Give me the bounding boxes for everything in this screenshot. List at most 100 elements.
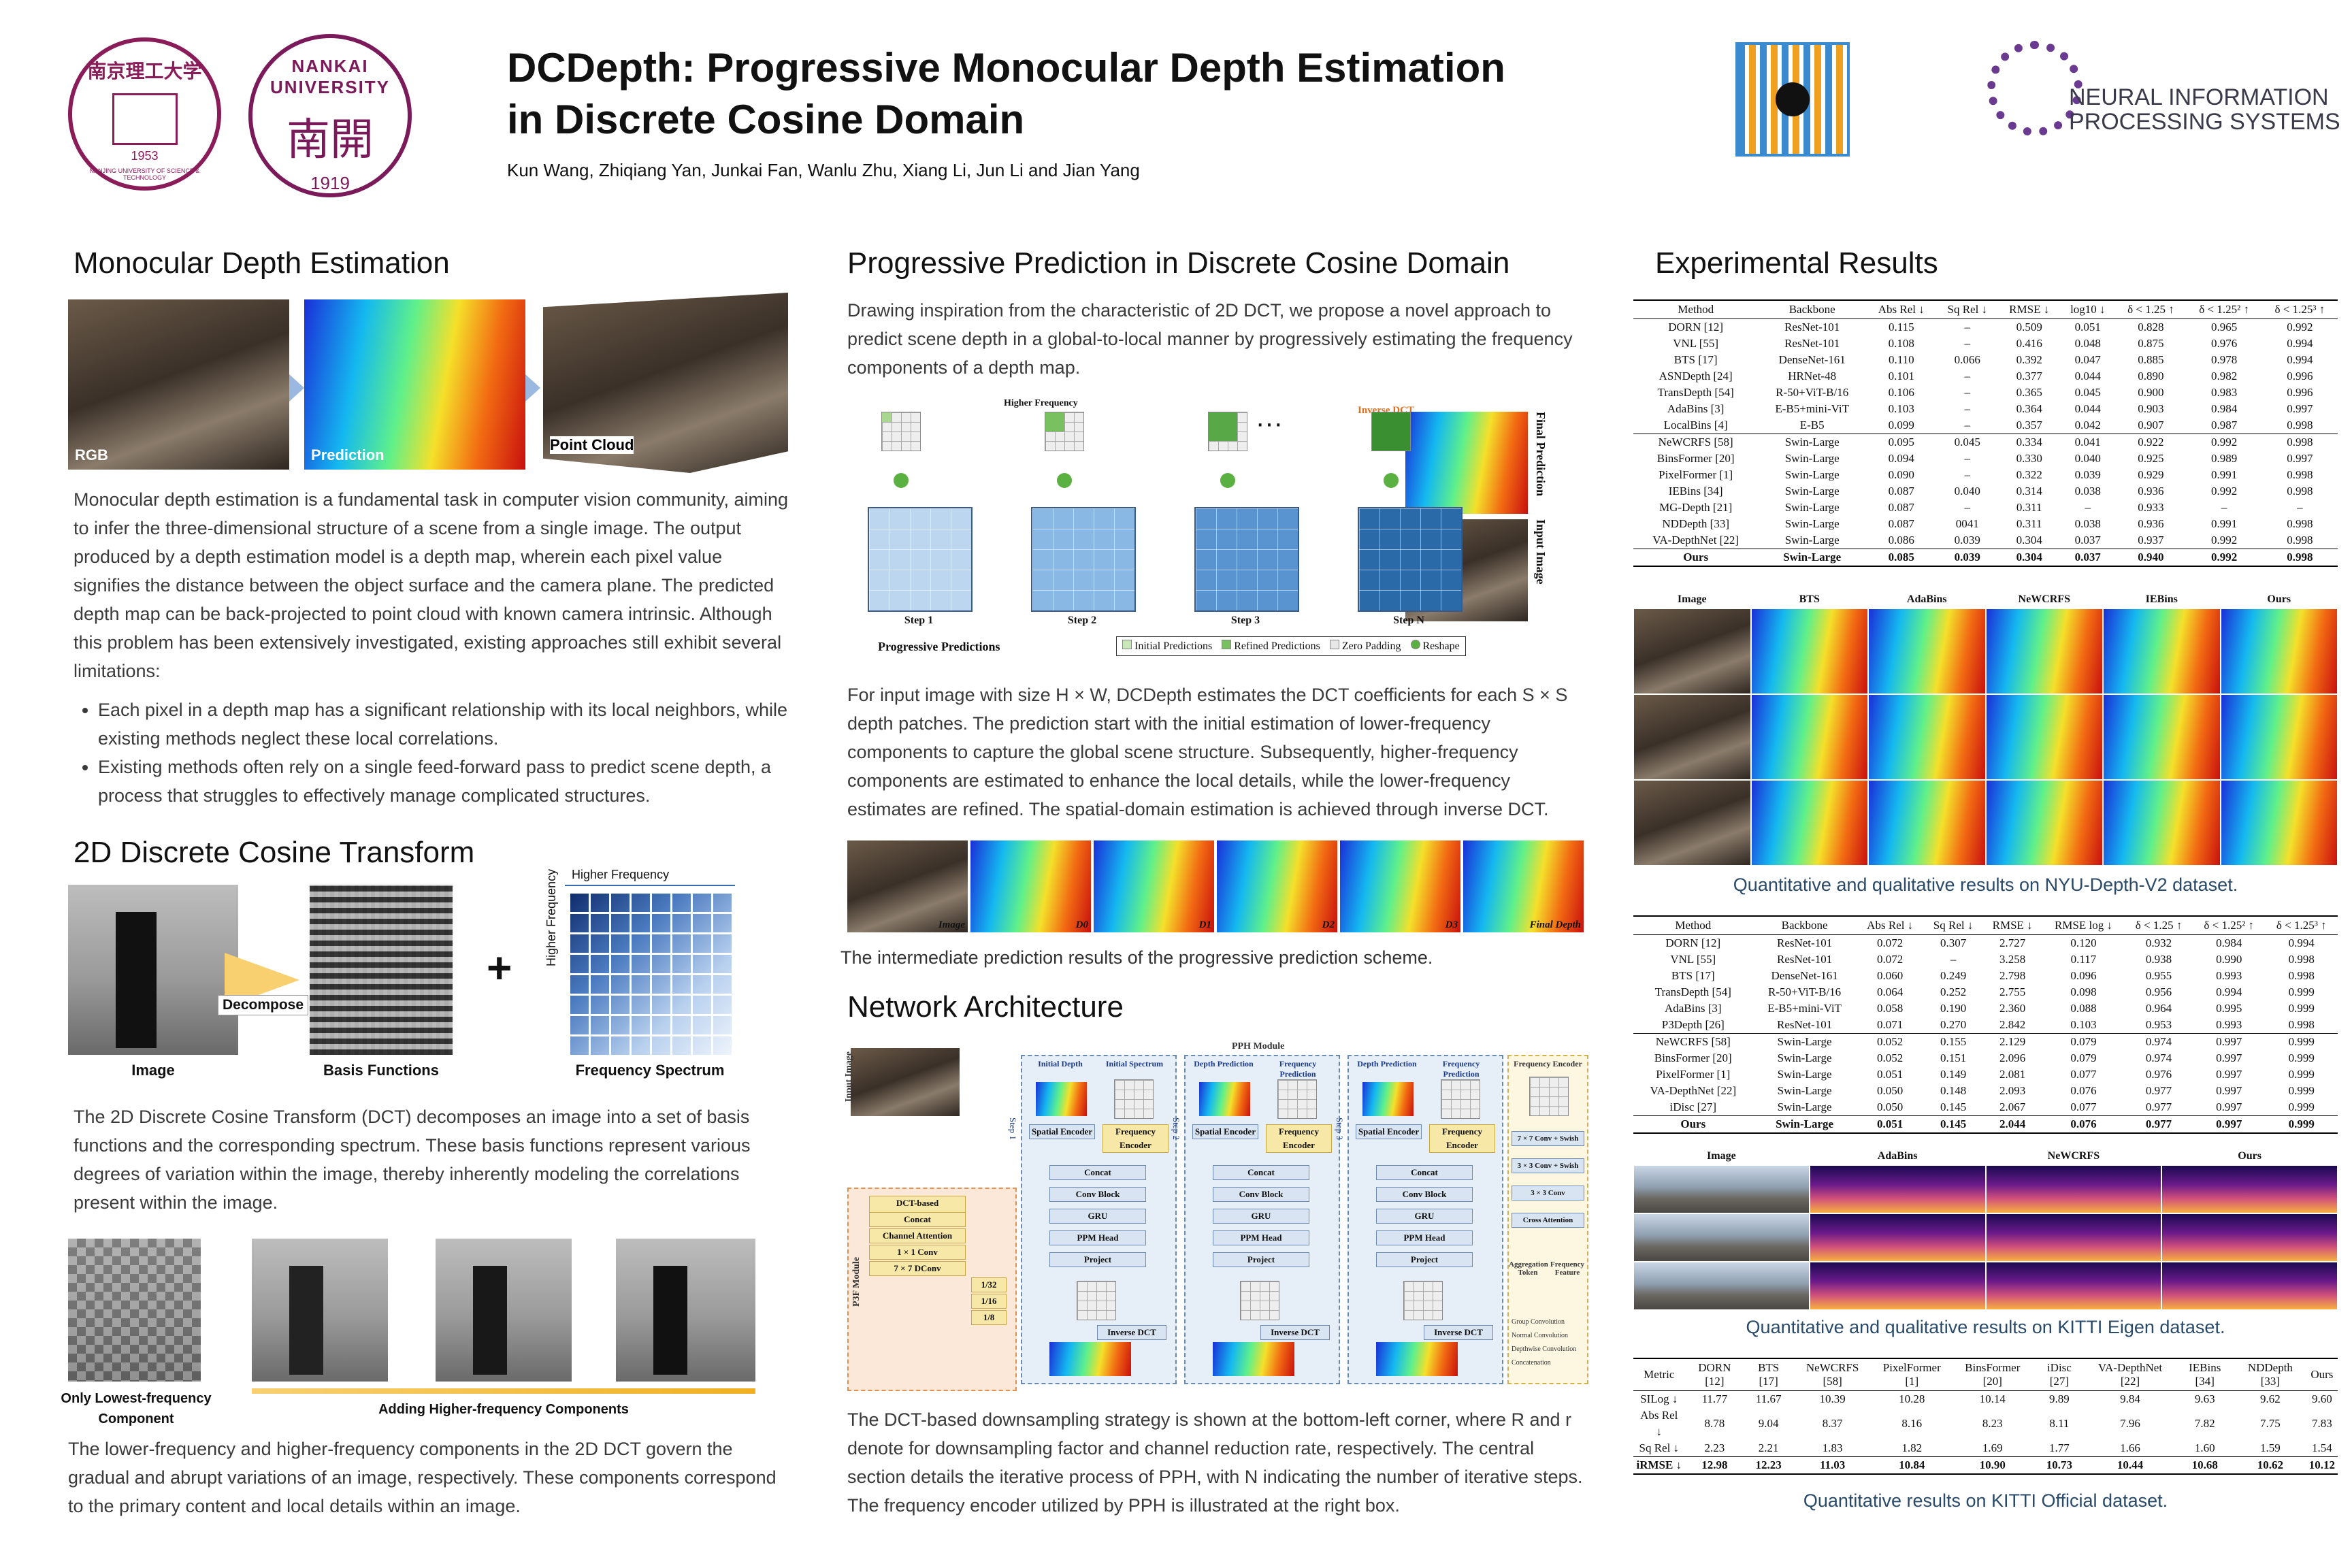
table-row: DORN [12] ResNet-101 0.072 0.307 2.727 0.120 0… — [1633, 935, 2338, 952]
table-cell: 0.334 — [1998, 434, 2061, 451]
logo-text: 1953 — [131, 149, 159, 163]
neurips-mark — [1987, 41, 2082, 136]
table-cell: ResNet-101 — [1784, 337, 1840, 350]
table-cell: 0.885 — [2138, 353, 2164, 366]
prediction-image: Prediction — [304, 299, 525, 470]
table-cell: 11.67 — [1755, 1392, 1782, 1405]
strip-image: D2 — [1217, 840, 1337, 932]
caption: Quantitative and qualitative results on … — [1746, 1317, 2225, 1337]
table-cell: IEBins [34] — [1668, 485, 1723, 497]
qualitative-image — [1986, 1214, 2161, 1261]
qualitative-image — [1986, 1166, 2161, 1213]
block: GRU — [1213, 1209, 1309, 1224]
table-cell: 0.999 — [2288, 1051, 2315, 1064]
block: Spatial Encoder — [1192, 1124, 1258, 1139]
logo-text: PROCESSING SYSTEMS — [2069, 109, 2340, 135]
table-row: LocalBins [4] E-B5 0.099 – 0.357 0.042 0.907 0.… — [1633, 417, 2338, 434]
table-cell: 0.998 — [2287, 517, 2313, 530]
table-cell: DORN [12] — [1668, 321, 1724, 333]
header-cell: δ < 1.25² ↑ — [2186, 299, 2262, 319]
nyu-table: Method Backbone Abs Rel ↓ Sq Rel ↓ RMSE ↓ log… — [1633, 299, 2338, 567]
figure-label: Concatenation — [1512, 1359, 1551, 1367]
table-cell: 0.964 — [2145, 1002, 2172, 1015]
table-cell: Swin-Large — [1784, 452, 1840, 465]
table-cell: – — [2221, 501, 2227, 514]
figure-label: RGB — [75, 446, 108, 463]
njust-logo: 南京理工大学 1953 NANJING UNIVERSITY OF SCIENC… — [68, 37, 221, 191]
strip-image: Final Depth — [1463, 840, 1584, 932]
spectrum-thumb — [1240, 1281, 1279, 1320]
table-cell: BinsFormer [20] — [1656, 452, 1735, 465]
block: Inverse DCT — [1260, 1325, 1330, 1340]
table-row: VA-DepthNet [22] Swin-Large 0.050 0.148 2.09… — [1633, 1083, 2338, 1099]
header-cell: Abs Rel ↓ — [1856, 915, 1924, 935]
table-cell: 10.44 — [2085, 1456, 2176, 1475]
spectrum-thumb — [1441, 1079, 1480, 1119]
depth-thumb — [1049, 1342, 1131, 1376]
figure-label: Step 3 — [1335, 1117, 1345, 1140]
figure-label: Basis Functions — [323, 1062, 439, 1079]
spectrum-thumb — [1114, 1079, 1154, 1119]
table-cell: DORN [12] — [1665, 936, 1721, 949]
table-cell: 0.999 — [2288, 985, 2315, 998]
table-cell: 10.12 — [2306, 1456, 2338, 1475]
table-cell: 0.094 — [1888, 452, 1914, 465]
qualitative-image — [1986, 781, 2102, 865]
table-cell: NeWCRFS [58] — [1633, 1033, 1753, 1050]
block: 7 × 7 Conv + Swish — [1512, 1131, 1584, 1146]
table-cell: Swin-Large — [1784, 517, 1840, 530]
progressive-figure: Higher Frequency ··· ··· Inverse DCT Fin… — [847, 398, 1552, 667]
header-cell: iDisc [27] — [2034, 1358, 2085, 1391]
table-cell: ResNet-101 — [1776, 1018, 1833, 1031]
table-cell: 0.050 — [1877, 1084, 1904, 1097]
table-cell: 0.103 — [1888, 402, 1914, 415]
figure-label: D1 — [1198, 919, 1211, 930]
table-cell: 10.90 — [1951, 1456, 2034, 1475]
header-cell: Sq Rel ↓ — [1923, 915, 1983, 935]
table-cell: VNL [55] — [1670, 953, 1716, 966]
figure-label: Higher Frequency — [572, 868, 670, 881]
table-cell: 0.058 — [1877, 1002, 1904, 1015]
table-row: BinsFormer [20] Swin-Large 0.094 – 0.330 0.04… — [1633, 451, 2338, 467]
table-cell: 2.129 — [1982, 1033, 2042, 1050]
header-cell: Backbone — [1752, 915, 1857, 935]
figure-label: PPH Module — [1232, 1041, 1285, 1051]
block: Project — [1376, 1252, 1473, 1267]
table-cell: 0.955 — [2145, 969, 2172, 982]
figure-label: Image — [131, 1062, 175, 1079]
figure-label: Higher Frequency — [544, 868, 558, 966]
table-cell: – — [1964, 452, 1971, 465]
table-cell: 0.991 — [2211, 468, 2238, 481]
spectrum-grid — [881, 412, 921, 451]
block: Project — [1049, 1252, 1146, 1267]
table-cell: 0.977 — [2145, 1084, 2172, 1097]
table-cell: R-50+ViT-B/16 — [1768, 985, 1842, 998]
qualitative-image — [1869, 781, 1985, 865]
table-cell: 0.992 — [2186, 549, 2262, 567]
legend-label: Refined Predictions — [1234, 640, 1320, 652]
table-cell: 2.096 — [1999, 1051, 2026, 1064]
table-cell: Swin-Large — [1752, 1033, 1857, 1050]
table-cell: 0.984 — [2216, 936, 2242, 949]
table-cell: Swin-Large — [1758, 549, 1867, 567]
qualitative-image — [1810, 1262, 1985, 1309]
table-cell: 0.050 — [1877, 1100, 1904, 1113]
block: Project — [1213, 1252, 1309, 1267]
figure-label: Frequency Prediction — [1279, 1059, 1317, 1079]
table-cell: 2.755 — [1999, 985, 2026, 998]
bullet: Existing methods often rely on a single … — [98, 753, 792, 810]
table-cell: 0.148 — [1940, 1084, 1967, 1097]
table-cell: NDDepth [33] — [1662, 517, 1729, 530]
table-cell: HRNet-48 — [1788, 370, 1837, 382]
input-image — [851, 1048, 960, 1116]
qualitative-image — [1634, 1214, 1809, 1261]
table-cell: Sq Rel ↓ — [1639, 1441, 1680, 1454]
table-cell: PixelFormer [1] — [1659, 468, 1733, 481]
table-cell: 0.115 — [1888, 321, 1914, 333]
table-cell: 0.994 — [2216, 985, 2242, 998]
table-cell: 0.992 — [2287, 321, 2313, 333]
qualitative-image — [2104, 609, 2220, 693]
header-cell: δ < 1.25³ ↑ — [2261, 299, 2338, 319]
table-cell: 8.11 — [2049, 1417, 2070, 1430]
